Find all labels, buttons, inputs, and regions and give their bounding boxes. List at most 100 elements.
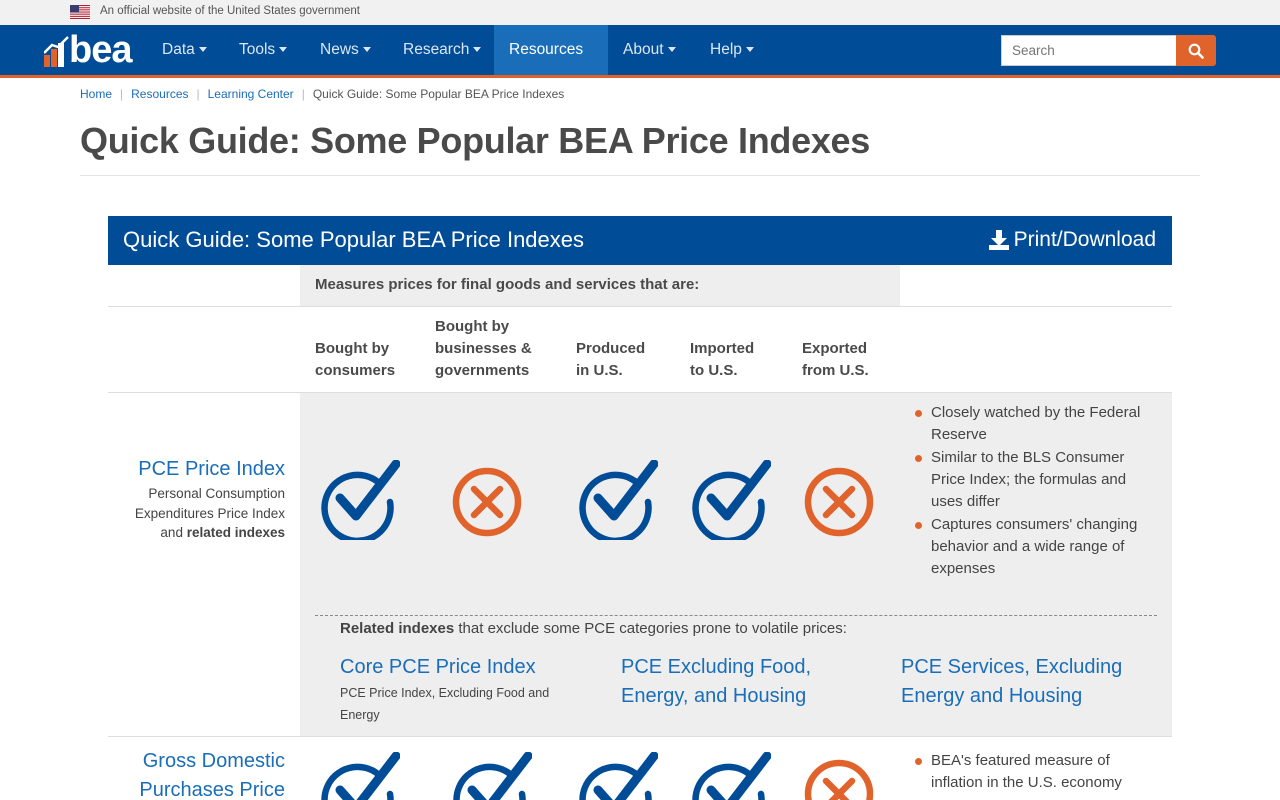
bullet-item: Similar to the BLS Consumer Price Index;… <box>915 447 1145 513</box>
measures-label: Measures prices for final goods and serv… <box>315 276 700 293</box>
checkmark-icon <box>578 751 659 800</box>
column-header-line: governments <box>435 362 530 379</box>
guide-title: Quick Guide: Some Popular BEA Price Inde… <box>123 227 585 252</box>
core-pce-description: PCE Price Index, Excluding Food and Ener… <box>340 686 550 722</box>
checkmark-icon <box>691 459 772 545</box>
related-intro: Related indexes that exclude some PCE ca… <box>340 620 847 637</box>
column-header-businesses: Bought by businesses & governments <box>435 316 532 382</box>
column-header-line: in U.S. <box>576 362 623 379</box>
cross-icon <box>804 460 884 545</box>
caret-down-icon <box>279 47 288 53</box>
bullet-dot-icon <box>915 410 922 417</box>
bullet-dot-icon <box>915 758 922 765</box>
column-header-line: consumers <box>315 362 396 379</box>
column-header-line: from U.S. <box>802 362 869 379</box>
nav-news-label: News <box>320 41 359 58</box>
related-intro-bold: Related indexes <box>340 620 455 637</box>
breadcrumb-separator: | <box>196 87 200 101</box>
search-button[interactable] <box>1176 35 1216 66</box>
checkmark-icon <box>691 751 772 800</box>
row-divider <box>108 392 1172 393</box>
column-header-line: Produced <box>576 340 646 357</box>
main-navbar: bea Data Tools News Research Resources A… <box>0 25 1280 103</box>
caret-down-icon <box>513 97 521 103</box>
nav-resources[interactable]: Resources <box>494 25 608 103</box>
nav-tools-label: Tools <box>239 41 276 58</box>
bullet-text: Closely watched by the Federal Reserve <box>931 404 1141 443</box>
bullet-item: Closely watched by the Federal Reserve <box>915 402 1145 446</box>
cross-icon <box>452 460 532 545</box>
caret-down-icon <box>198 47 207 53</box>
gov-banner: An official website of the United States… <box>0 0 1280 25</box>
bea-logo-word: bea <box>69 29 132 71</box>
bullet-text: Similar to the BLS Consumer Price Index;… <box>931 449 1127 510</box>
search-input[interactable] <box>1001 35 1177 66</box>
row-divider <box>108 306 1172 307</box>
cross-icon <box>804 752 884 800</box>
pce-description: Personal Consumption Expenditures Price … <box>115 484 285 543</box>
nav-research[interactable]: Research <box>388 25 496 75</box>
breadcrumb-learning-center[interactable]: Learning Center <box>207 87 294 101</box>
guide-header: Quick Guide: Some Popular BEA Price Inde… <box>108 216 1172 265</box>
row-divider <box>108 736 1172 737</box>
bullet-item: BEA's featured measure of inflation in t… <box>915 750 1145 794</box>
checkmark-icon <box>578 459 659 545</box>
pce-price-index-link[interactable]: PCE Price Index <box>138 458 285 480</box>
pce-row-background <box>300 393 1172 736</box>
us-flag-icon <box>70 5 90 19</box>
breadcrumb-home[interactable]: Home <box>80 87 113 101</box>
bullet-item: Captures consumers' changing behavior an… <box>915 514 1145 580</box>
column-header-line <box>315 316 395 338</box>
column-header-line: Exported <box>802 340 868 357</box>
column-header-line: businesses & <box>435 340 532 357</box>
nav-data[interactable]: Data <box>147 25 222 75</box>
checkmark-icon <box>320 751 401 800</box>
checkmark-icon <box>320 459 401 545</box>
nav-research-label: Research <box>403 41 470 58</box>
nav-resources-label: Resources <box>509 41 584 58</box>
related-divider <box>315 615 1157 616</box>
pce-bullet-list: Closely watched by the Federal Reserve S… <box>915 402 1145 581</box>
pce-excl-food-energy-housing-link[interactable]: PCE Excluding Food, Energy, and Housing <box>621 656 812 707</box>
column-header-consumers: Bought by consumers <box>315 316 395 382</box>
breadcrumb-current: Quick Guide: Some Popular BEA Price Inde… <box>312 87 565 101</box>
bullet-text: Captures consumers' changing behavior an… <box>931 516 1138 577</box>
column-header-line <box>576 316 645 338</box>
measures-header: Measures prices for final goods and serv… <box>300 265 900 307</box>
breadcrumb-resources[interactable]: Resources <box>131 87 189 101</box>
column-header-imported: Imported to U.S. <box>690 316 754 382</box>
gdp-bullet-list: BEA's featured measure of inflation in t… <box>915 750 1145 795</box>
caret-down-icon <box>473 47 482 53</box>
bea-logo-mark-icon <box>44 36 69 67</box>
title-divider <box>80 175 1200 176</box>
nav-tools[interactable]: Tools <box>224 25 302 75</box>
related-intro-text: that exclude some PCE categories prone t… <box>454 620 847 637</box>
column-header-line: Bought by <box>315 340 390 357</box>
download-icon <box>988 230 1009 250</box>
column-header-line <box>802 316 869 338</box>
page-title: Quick Guide: Some Popular BEA Price Inde… <box>80 120 870 161</box>
nav-help-label: Help <box>710 41 742 58</box>
column-header-produced: Produced in U.S. <box>576 316 645 382</box>
column-header-line: to U.S. <box>690 362 738 379</box>
search-icon <box>1188 43 1204 59</box>
nav-news[interactable]: News <box>305 25 386 75</box>
nav-help[interactable]: Help <box>695 25 769 75</box>
gdp-price-index-link[interactable]: Gross Domestic Purchases Price <box>139 750 285 800</box>
pce-services-excl-energy-housing-link[interactable]: PCE Services, Excluding Energy and Housi… <box>901 656 1123 707</box>
breadcrumb-separator: | <box>120 87 124 101</box>
breadcrumb: Home | Resources | Learning Center | Quick Gui… <box>80 87 564 101</box>
caret-down-icon <box>362 47 371 53</box>
column-header-line <box>690 316 754 338</box>
core-pce-link[interactable]: Core PCE Price Index <box>340 656 536 678</box>
bullet-text: BEA's featured measure of inflation in t… <box>931 752 1122 791</box>
pce-description-text: Personal Consumption Expenditures Price … <box>134 486 285 540</box>
bullet-dot-icon <box>915 455 922 462</box>
gov-banner-text: An official website of the United States… <box>100 5 360 17</box>
bea-logo[interactable]: bea <box>44 29 144 71</box>
nav-about[interactable]: About <box>608 25 691 75</box>
pce-description-bold: related indexes <box>186 525 285 540</box>
nav-about-label: About <box>623 41 664 58</box>
print-download-button[interactable]: Print/Download <box>988 226 1156 254</box>
breadcrumb-separator: | <box>301 87 305 101</box>
